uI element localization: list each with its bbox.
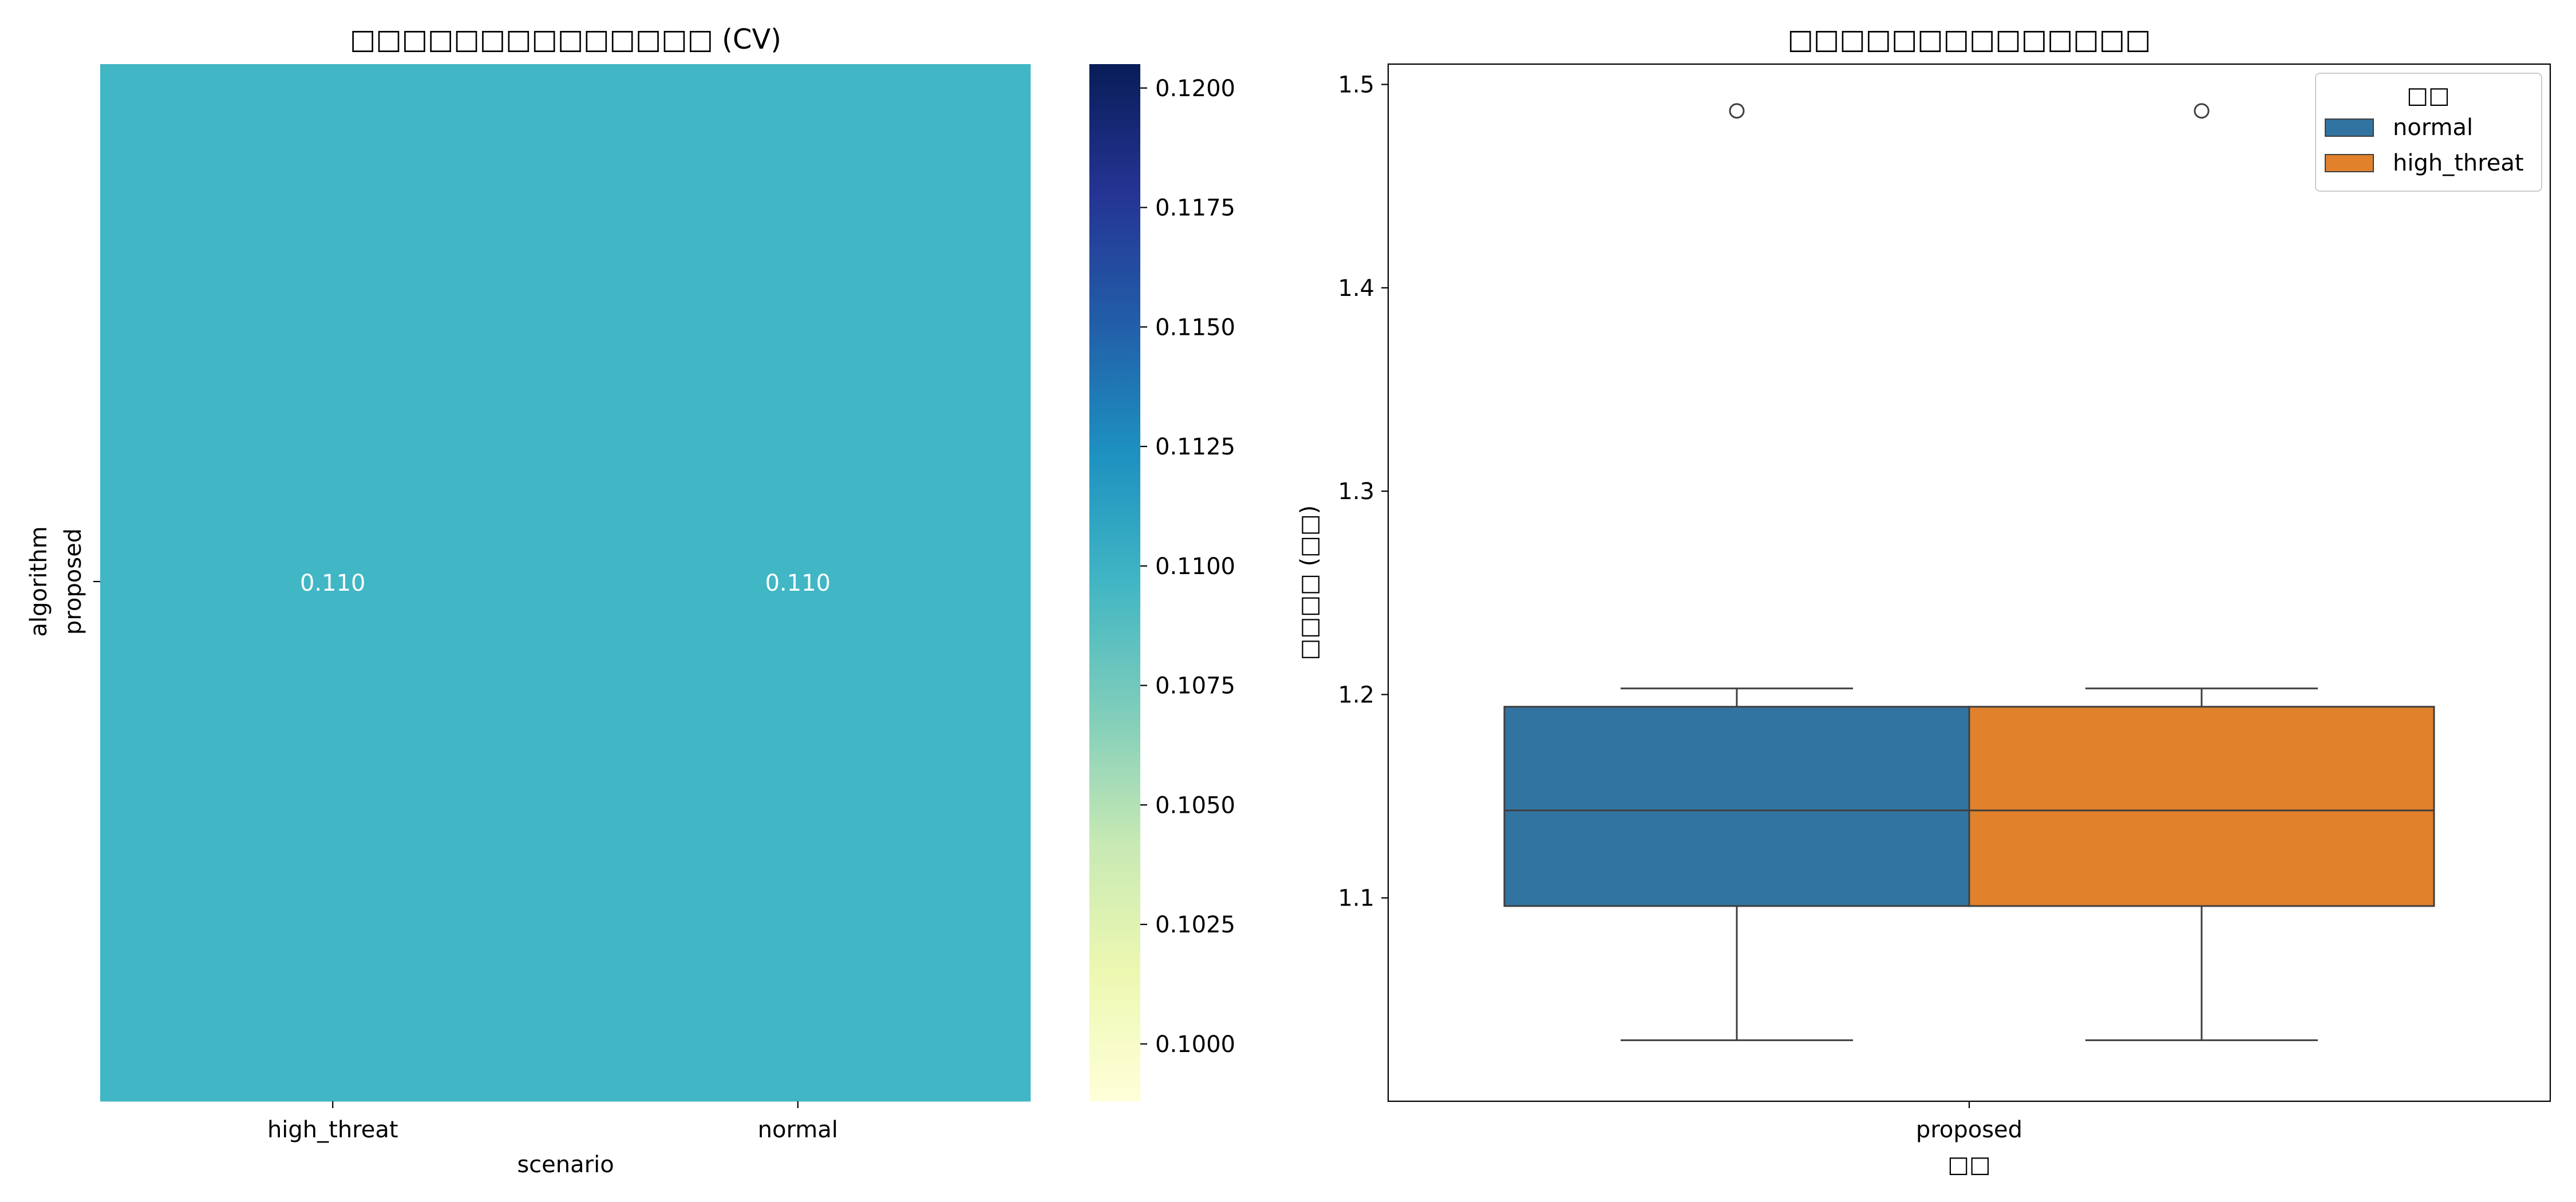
heatmap-title: □□□□□□□□□□□□□□ (CV) <box>350 23 781 56</box>
heatmap-cell <box>100 64 566 1102</box>
colorbar <box>1089 64 1140 1101</box>
colorbar-tick-label: 0.1000 <box>1155 1031 1235 1058</box>
boxplot-x-axis-label: □□ <box>1947 1152 1991 1178</box>
heatmap-cell-annotation: 0.110 <box>765 570 831 596</box>
boxplot-y-tick-label: 1.5 <box>1338 72 1374 98</box>
boxplot-y-tick-label: 1.1 <box>1338 885 1374 912</box>
heatmap-x-ticks: high_threat normal <box>267 1101 838 1143</box>
colorbar-tick-label: 0.1150 <box>1155 314 1235 341</box>
colorbar-tick-label: 0.1100 <box>1155 553 1235 580</box>
legend-swatch-normal <box>2325 118 2374 137</box>
heatmap-x-tick-label: normal <box>758 1117 838 1143</box>
colorbar-tick-label: 0.1125 <box>1155 434 1235 460</box>
box-body <box>1503 706 1970 907</box>
boxplot-y-tick-label: 1.2 <box>1338 682 1374 708</box>
colorbar-tick-label: 0.1175 <box>1155 195 1235 222</box>
colorbar-tick-label: 0.1200 <box>1155 76 1235 102</box>
box-outlier <box>1729 103 1745 119</box>
boxplot-y-tick-label: 1.3 <box>1338 479 1374 505</box>
heatmap-panel: □□□□□□□□□□□□□□ (CV) 0.110 0.110 proposed … <box>26 23 1235 1178</box>
colorbar-tick-label: 0.1050 <box>1155 792 1235 819</box>
colorbar-tick-label: 0.1025 <box>1155 912 1235 938</box>
box-body <box>1968 706 2435 907</box>
boxplot-y-ticks: 1.1 1.2 1.3 1.4 1.5 <box>1338 72 1388 912</box>
legend-title: □□ <box>2407 82 2450 109</box>
box-normal <box>1503 103 1970 1041</box>
heatmap-cell <box>565 64 1031 1102</box>
heatmap-cells <box>100 64 1031 1102</box>
box-high_threat <box>1968 103 2435 1041</box>
colorbar-tick-label: 0.1075 <box>1155 673 1235 699</box>
heatmap-cell-annotation: 0.110 <box>300 570 366 596</box>
legend-items: normal high_threat <box>2325 114 2524 176</box>
boxplot-boxes <box>1503 103 2435 1041</box>
boxplot-y-tick-label: 1.4 <box>1338 275 1374 302</box>
colorbar-ticks: 0.1000 0.1025 0.1050 0.1075 0.1100 0.1125 0.11… <box>1140 76 1235 1058</box>
legend: □□ normal high_threat <box>2315 73 2542 192</box>
legend-label-high_threat: high_threat <box>2393 150 2524 176</box>
box-outlier <box>2194 103 2210 119</box>
heatmap-x-axis-label: scenario <box>517 1152 614 1178</box>
legend-swatch-high_threat <box>2325 154 2374 172</box>
legend-label-normal: normal <box>2393 114 2473 141</box>
boxplot-panel: □□□□□□□□□□□□□□ 1.1 1.2 1.3 1.4 1.5 □□□□ (□□)… <box>1296 23 2551 1178</box>
heatmap-y-tick-label: proposed <box>60 528 86 635</box>
heatmap-annotations: 0.110 0.110 <box>300 570 831 596</box>
boxplot-x-tick-label: proposed <box>1916 1117 2022 1143</box>
boxplot-title: □□□□□□□□□□□□□□ <box>1788 23 2151 56</box>
boxplot-y-axis-label: □□□□ (□□) <box>1296 505 1322 661</box>
heatmap-y-axis-label: algorithm <box>26 526 52 636</box>
heatmap-x-tick-label: high_threat <box>267 1117 398 1143</box>
boxplot-axes-frame <box>1387 63 2551 1102</box>
